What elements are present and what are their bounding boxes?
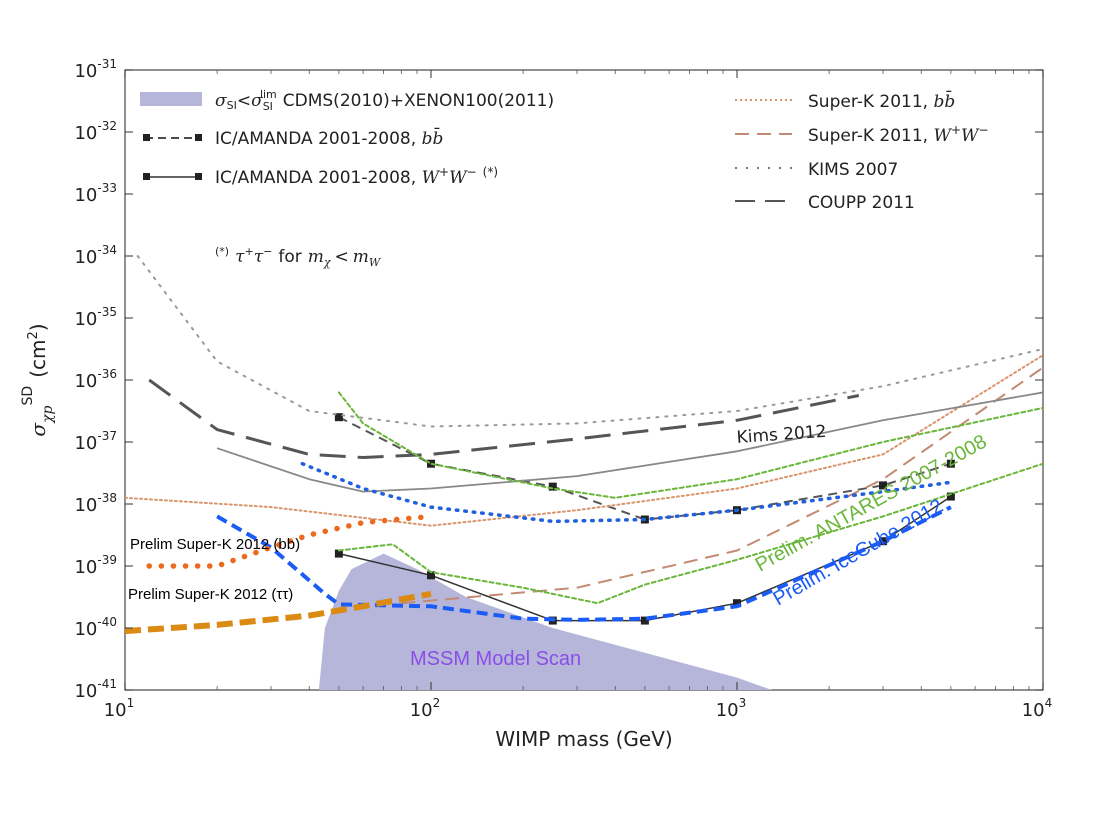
marker-ic-amanda-2001-2008-w-w — [334, 549, 343, 558]
y-tick-label: 10-40 — [74, 615, 117, 640]
y-tick-label: 10-31 — [74, 57, 117, 82]
series-layer — [125, 255, 1043, 635]
svg-text:IC/AMANDA 2001-2008, bb̄: IC/AMANDA 2001-2008, bb̄ — [215, 126, 443, 149]
annotation-mssm-scan: MSSM Model Scan — [410, 648, 581, 670]
svg-text:σχpSD(cm2): σχpSD(cm2) — [20, 323, 56, 436]
marker-ic-amanda-2001-2008-w-w — [946, 492, 955, 501]
y-tick-label: 10-38 — [74, 491, 117, 516]
series-super-k-2011-bb — [125, 354, 1043, 527]
svg-text:KIMS 2007: KIMS 2007 — [808, 160, 898, 180]
y-tick-label: 10-34 — [74, 243, 117, 268]
series-prelim-icecube-2012-ww — [216, 505, 952, 622]
x-tick-label: 101 — [104, 696, 135, 721]
series-prelim-super-k-2012 — [125, 590, 432, 635]
y-tick-label: 10-39 — [74, 553, 117, 578]
svg-text:Super-K 2011, bb̄: Super-K 2011, bb̄ — [808, 89, 955, 112]
legend-entry-superk2011-bb: Super-K 2011, bb̄ — [735, 89, 955, 112]
mssm-region-layer — [318, 553, 772, 690]
x-tick-label: 104 — [1022, 696, 1053, 721]
marker-ic-amanda-2001-2008-w-w — [640, 616, 649, 625]
marker-ic-amanda-2001-2008-w-w — [427, 571, 435, 580]
y-tick-label: 10-37 — [74, 429, 117, 454]
legend-left: σSI<σSIlim CDMS(2010)+XENON100(2011) IC/A… — [140, 88, 554, 188]
legend-swatch-band — [140, 92, 202, 106]
marker-ic-amanda-2001-2008-w-w — [733, 599, 741, 608]
marker-ic-amanda-2001-2008-bb — [548, 482, 557, 491]
legend-entry-kims2007: KIMS 2007 — [735, 160, 898, 180]
legend-entry-icamanda-ww: IC/AMANDA 2001-2008, W+W− (*) — [143, 165, 498, 188]
svg-text:Super-K 2011, W+W−: Super-K 2011, W+W− — [808, 123, 989, 146]
series-prelim-antares-2007-2008-b — [337, 462, 1043, 605]
marker-ic-amanda-2001-2008-w-w — [878, 537, 887, 546]
series-prelim-antares-2007-2008-a — [337, 391, 1043, 499]
marker-ic-amanda-2001-2008-bb — [334, 413, 343, 422]
x-axis-label: WIMP mass (GeV) — [495, 727, 672, 751]
x-tick-label: 103 — [716, 696, 747, 721]
svg-text:COUPP 2011: COUPP 2011 — [808, 193, 915, 213]
series-prelim-super-k-2012-bb — [146, 513, 434, 569]
series-super-k-2011-w-w — [401, 366, 1043, 605]
footnote: (*) τ+τ− for mχ < mW — [215, 245, 382, 269]
marker-ic-amanda-2001-2008-bb — [946, 459, 955, 468]
x-tick-label: 102 — [410, 696, 441, 721]
svg-text:IC/AMANDA 2001-2008, W+W−(*): IC/AMANDA 2001-2008, W+W− (*) — [215, 165, 498, 188]
series-kims-2012 — [216, 391, 1043, 493]
y-tick-label: 10-41 — [74, 677, 117, 702]
y-tick-label: 10-35 — [74, 305, 117, 330]
mssm-region — [318, 553, 772, 690]
y-axis-label: σχpSD(cm2) — [20, 323, 56, 436]
legend-entry-superk2011-ww: Super-K 2011, W+W− — [735, 123, 989, 146]
marker-ic-amanda-2001-2008-bb — [878, 481, 887, 490]
annotation-superk2012-tautau: Prelim Super-K 2012 (ττ) — [128, 586, 293, 603]
legend-entry-limit-band: σSI<σSIlim CDMS(2010)+XENON100(2011) — [140, 88, 554, 113]
legend-entry-icamanda-bb: IC/AMANDA 2001-2008, bb̄ — [143, 126, 443, 149]
annotation-superk2012-bb: Prelim Super-K 2012 (bb) — [130, 536, 300, 553]
y-tick-label: 10-33 — [74, 181, 117, 206]
legend-entry-coupp2011: COUPP 2011 — [735, 193, 915, 213]
series-coupp-2011 — [148, 378, 860, 459]
axis-ticks: 101 102 103 104 10-31 10-32 10-33 10-34 10-35 10-… — [74, 57, 1052, 721]
legend-right: Super-K 2011, bb̄ Super-K 2011, W+W− KIM… — [735, 89, 989, 213]
y-tick-label: 10-32 — [74, 119, 117, 144]
series-kims-2007 — [136, 255, 1043, 428]
series-prelim-icecube-2012-bb — [300, 461, 953, 524]
y-tick-label: 10-36 — [74, 367, 117, 392]
